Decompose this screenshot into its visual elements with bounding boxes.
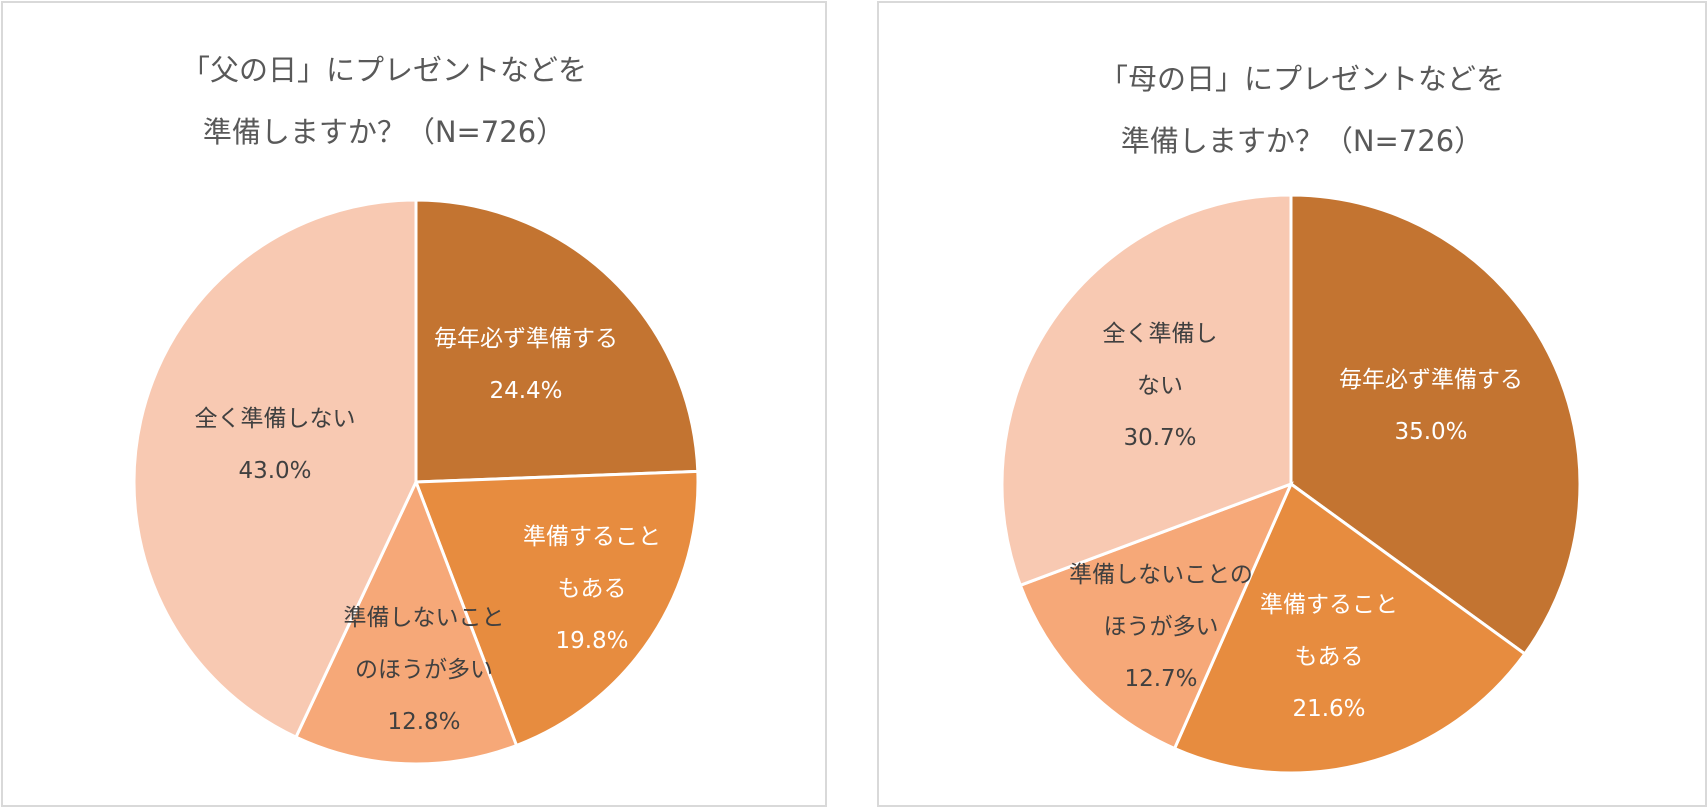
father-day-chart-panel: 「父の日」にプレゼントなどを 準備しますか？（N=726） 毎年必ず準備する 24…: [1, 1, 827, 807]
data-label-category: 準備しないことの: [1069, 562, 1253, 588]
data-label-never: 全く準備しない 30.7%: [1103, 321, 1218, 451]
chart-title-line-2: 準備しますか？（N=726）: [1120, 124, 1484, 158]
data-label-category: もある: [558, 576, 627, 602]
chart-title-line-1: 「父の日」にプレゼントなどを: [180, 53, 587, 87]
data-label-category: 毎年必ず準備する: [1339, 367, 1523, 393]
data-label-category: ない: [1137, 373, 1183, 399]
data-label-category: もある: [1295, 644, 1364, 670]
data-label-category: 準備しないこと: [344, 605, 505, 631]
data-label-category: 準備すること: [523, 524, 661, 550]
data-label-category: のほうが多い: [355, 657, 493, 683]
pie-slice-never: [132, 198, 418, 740]
pie-slice-sometimes: [1172, 481, 1527, 775]
pie-slice-every-year: [414, 198, 700, 484]
mother-day-chart-panel: 「母の日」にプレゼントなどを 準備しますか？（N=726） 毎年必ず準備する 35…: [877, 1, 1707, 807]
pie-slice-never: [1000, 193, 1293, 588]
data-label-category: 毎年必ず準備する: [434, 326, 618, 352]
data-label-value: 24.4%: [489, 378, 562, 404]
data-label-value: 43.0%: [238, 458, 311, 484]
data-label-category: 全く準備し: [1103, 321, 1218, 347]
data-label-every-year: 毎年必ず準備する 35.0%: [1339, 367, 1523, 445]
pie-slice-mostly-not: [293, 478, 519, 766]
data-label-value: 30.7%: [1123, 425, 1196, 451]
chart-title: 「母の日」にプレゼントなどを 準備しますか？（N=726）: [879, 48, 1705, 172]
chart-title: 「父の日」にプレゼントなどを 準備しますか？（N=726）: [3, 39, 825, 163]
data-label-category: ほうが多い: [1104, 614, 1219, 640]
pie-slice-mostly-not: [1018, 481, 1294, 751]
chart-title-line-2: 準備しますか？（N=726）: [202, 115, 566, 149]
data-label-every-year: 毎年必ず準備する 24.4%: [434, 326, 618, 404]
data-label-category: 準備すること: [1260, 592, 1398, 618]
data-label-never: 全く準備しない 43.0%: [195, 406, 356, 484]
data-label-category: 全く準備しない: [195, 406, 356, 432]
pie-slice-every-year: [1289, 193, 1582, 656]
pie-slice-sometimes: [413, 469, 700, 748]
chart-title-line-1: 「母の日」にプレゼントなどを: [1098, 62, 1505, 96]
data-label-value: 12.7%: [1124, 666, 1197, 692]
data-label-value: 35.0%: [1394, 419, 1467, 445]
data-label-value: 12.8%: [387, 709, 460, 735]
data-label-value: 21.6%: [1292, 696, 1365, 722]
data-label-value: 19.8%: [555, 628, 628, 654]
